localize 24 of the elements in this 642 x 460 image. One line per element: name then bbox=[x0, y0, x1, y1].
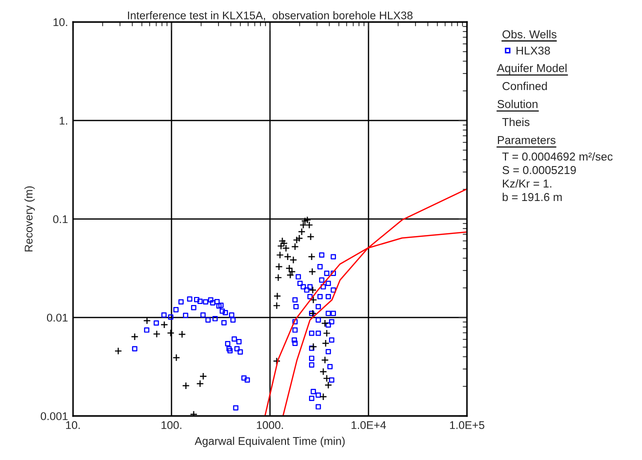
x-tick-label: 1.0E+4 bbox=[352, 421, 386, 430]
y-tick-label: 0.001 bbox=[40, 412, 68, 420]
legend-label: HLX38 bbox=[516, 46, 550, 55]
x-axis-title: Agarwal Equivalent Time (min) bbox=[194, 436, 345, 448]
x-tick-label: 1000. bbox=[256, 421, 283, 430]
text: Aquifer Model bbox=[497, 64, 567, 74]
text: Parameters bbox=[498, 136, 556, 144]
text: b = 191.6 m bbox=[502, 192, 562, 202]
text: Solution bbox=[498, 100, 538, 108]
text: T = 0.0004692 m²/sec bbox=[502, 152, 613, 161]
legend-title: Obs. Wells bbox=[502, 30, 556, 38]
text: Kz/Kr = 1. bbox=[502, 179, 552, 188]
y-tick-label: 0.1 bbox=[53, 215, 68, 224]
text: Confined bbox=[502, 82, 547, 90]
text: Theis bbox=[502, 118, 530, 126]
x-tick-label: 10. bbox=[66, 421, 80, 430]
y-tick-label: 1. bbox=[60, 116, 68, 125]
y-tick-label: 10. bbox=[54, 18, 68, 26]
y-axis-title: Recovery (m) bbox=[24, 186, 35, 252]
text: S = 0.0005219 bbox=[502, 166, 576, 174]
chart-title: Interference test in KLX15A, observation borehole HLX38 bbox=[128, 11, 413, 21]
x-tick-label: 100. bbox=[162, 421, 182, 430]
y-tick-label: 0.01 bbox=[46, 314, 68, 322]
x-tick-label: 1.0E+5 bbox=[450, 421, 484, 430]
